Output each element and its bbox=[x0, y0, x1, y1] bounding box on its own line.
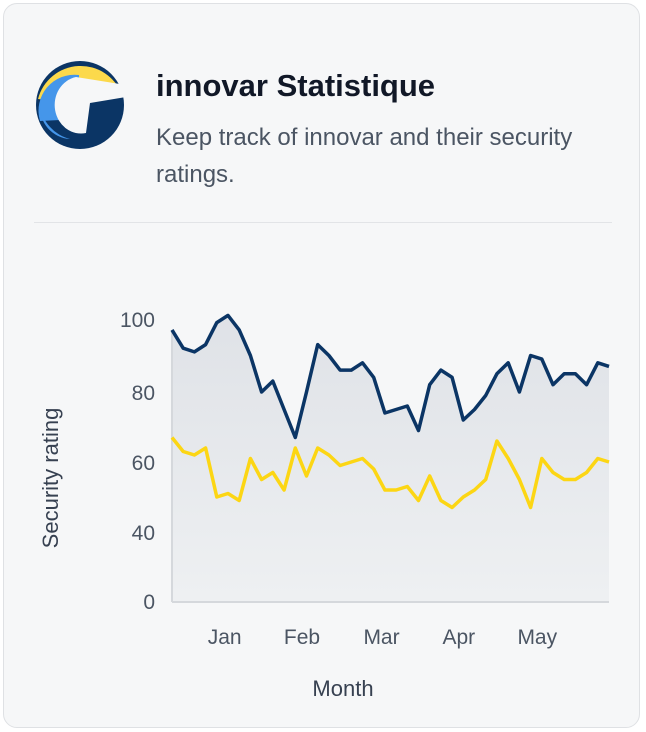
x-tick-label: Apr bbox=[443, 626, 476, 649]
innovar-logo bbox=[36, 61, 126, 149]
series-line-1 bbox=[170, 436, 610, 510]
x-axis-label: Month bbox=[312, 676, 373, 701]
x-tick-label: Mar bbox=[363, 626, 399, 649]
x-tick-label: Feb bbox=[284, 626, 320, 649]
y-tick-label: 60 bbox=[132, 452, 155, 475]
card-subtitle: Keep track of innovar and their security… bbox=[156, 124, 573, 188]
card-title: innovar Statistique bbox=[156, 68, 436, 103]
y-tick-label: 0 bbox=[143, 591, 155, 614]
y-tick-label: 100 bbox=[120, 309, 155, 332]
y-axis-label: Security rating bbox=[38, 408, 63, 549]
y-tick-label: 80 bbox=[132, 382, 155, 405]
x-tick-label: May bbox=[517, 626, 557, 649]
x-tick-label: Jan bbox=[208, 626, 242, 649]
y-tick-label: 40 bbox=[132, 522, 155, 545]
divider bbox=[34, 222, 612, 223]
series-area-0 bbox=[172, 315, 609, 601]
series-line-0 bbox=[170, 313, 610, 440]
